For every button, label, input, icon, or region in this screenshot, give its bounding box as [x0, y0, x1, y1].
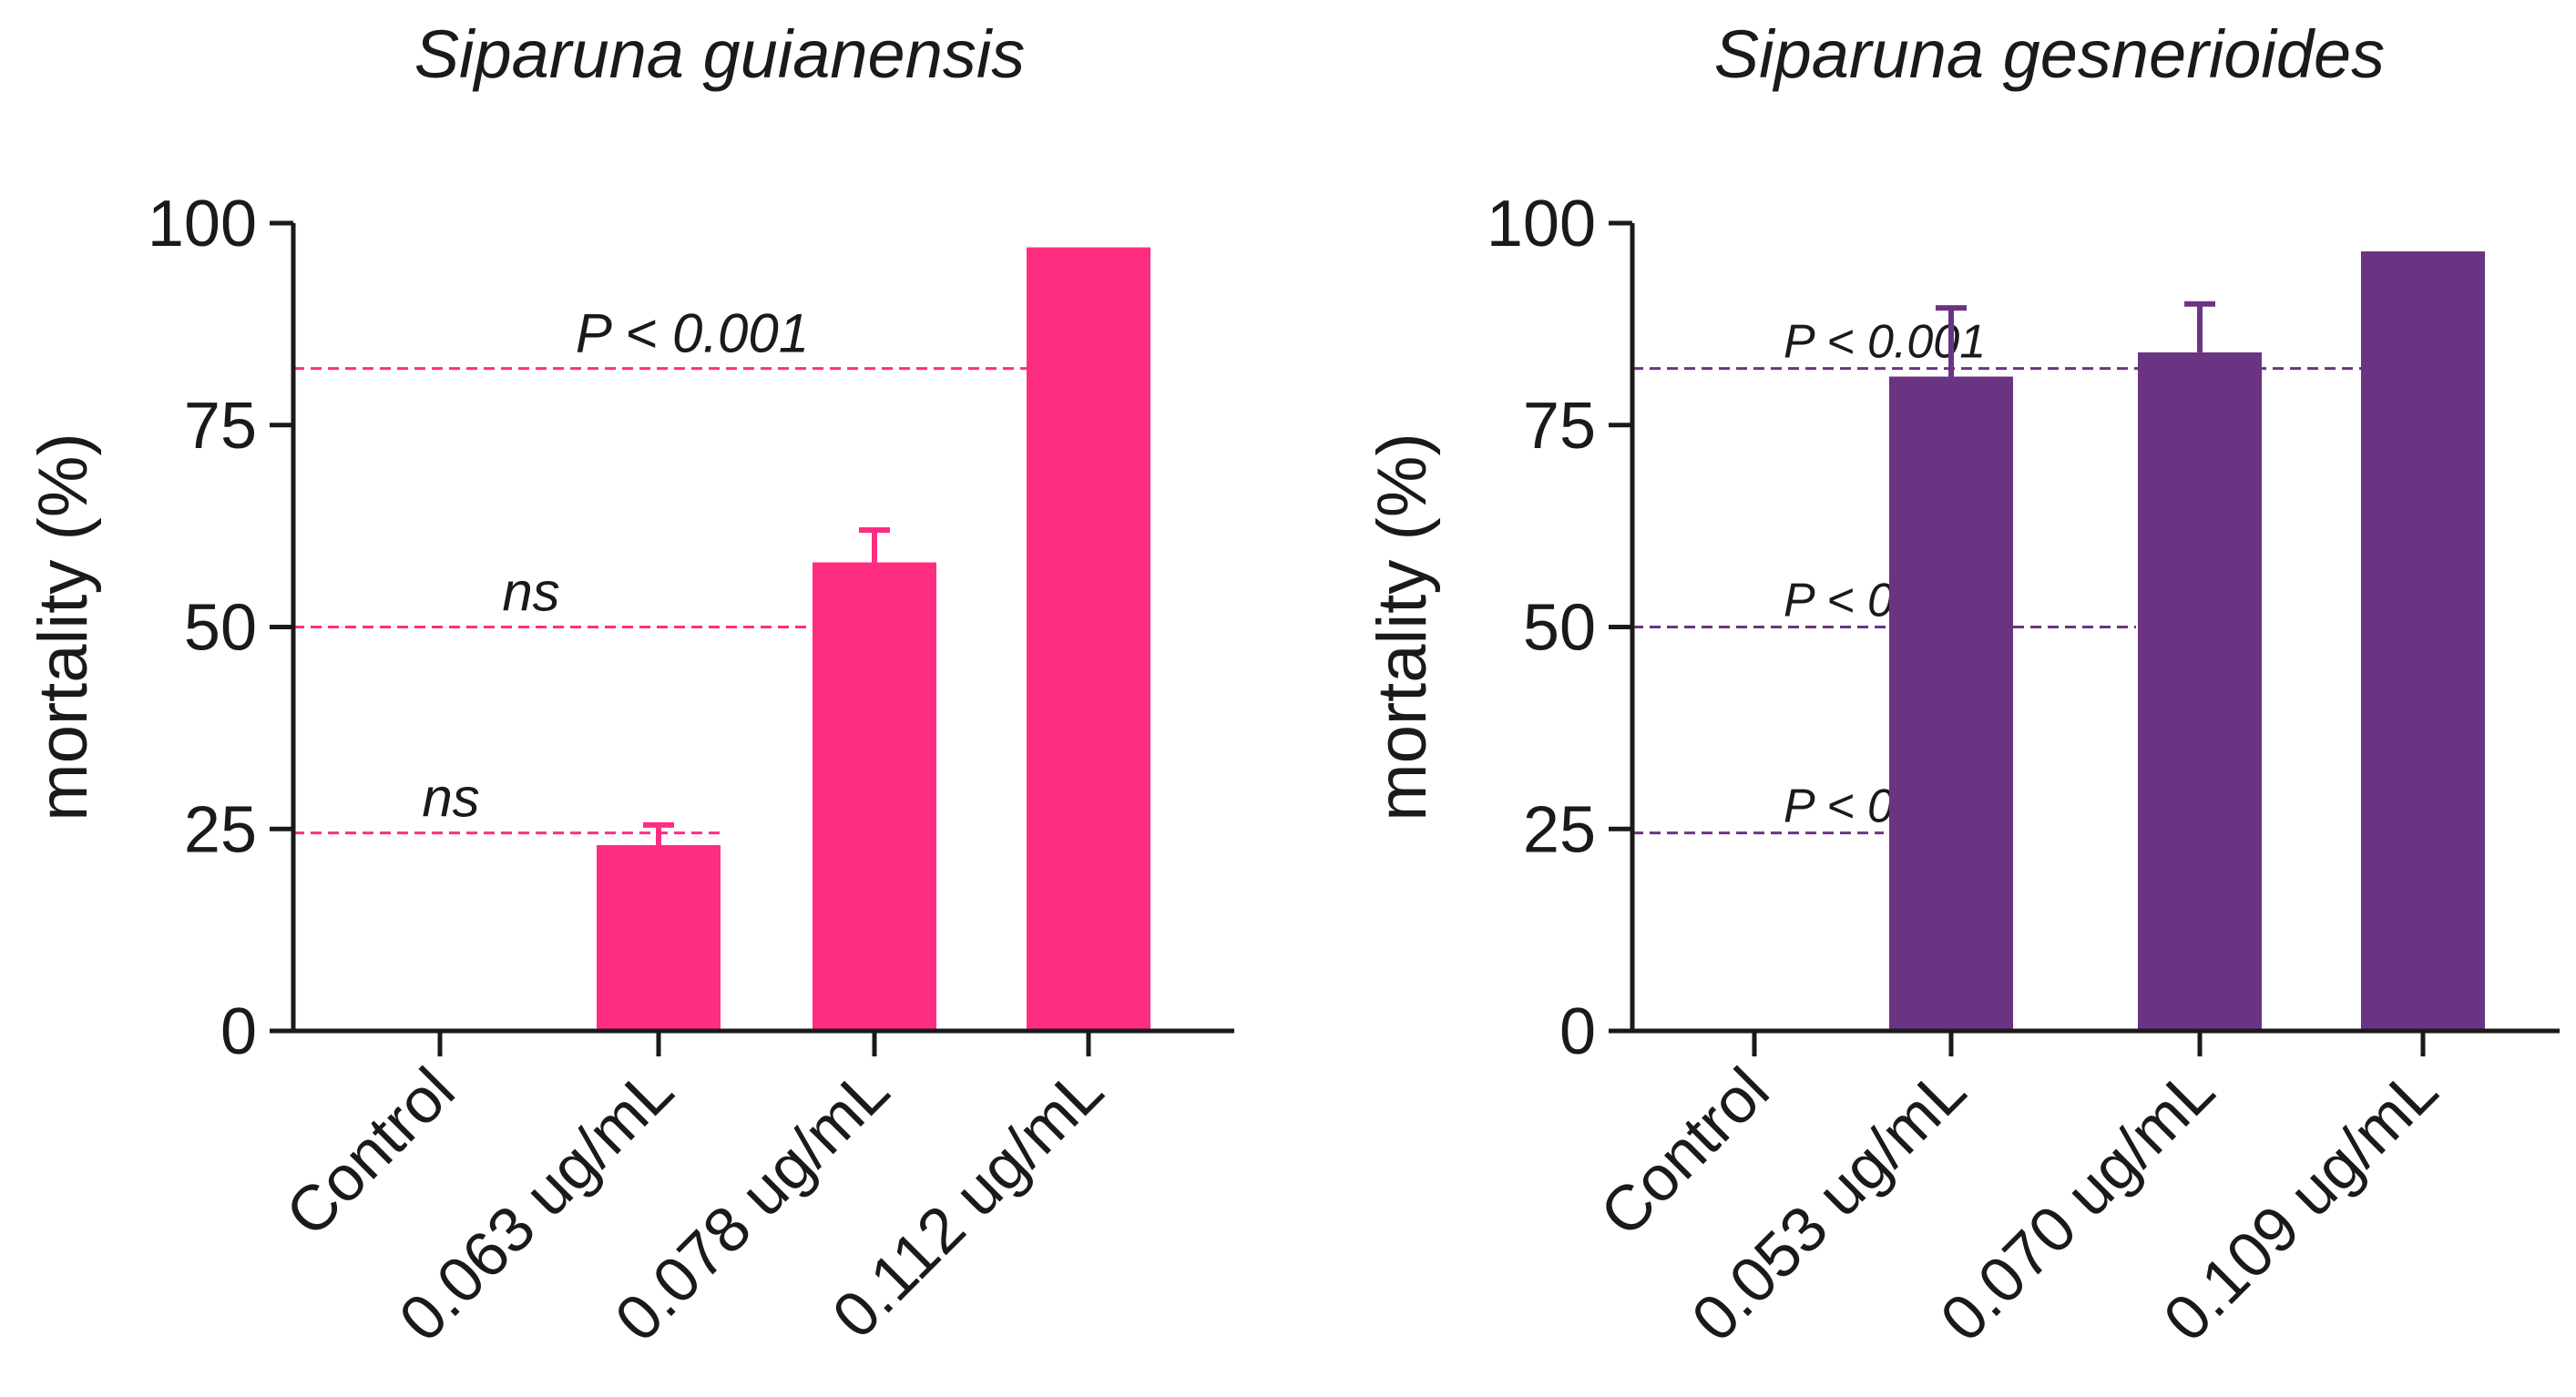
y-axis-label: mortality (%) [1364, 433, 1441, 821]
bar [2138, 352, 2262, 1031]
bar [2361, 251, 2485, 1031]
y-tick-label: 0 [220, 995, 257, 1068]
bar [597, 844, 721, 1031]
significance-label: P < 0.001 [576, 303, 809, 364]
y-tick-label: 75 [184, 390, 257, 463]
y-tick-label: 0 [1559, 995, 1596, 1068]
significance-label: ns [502, 562, 559, 623]
x-category-label: Control [272, 1054, 468, 1249]
chart-title: Siparuna gesnerioides [1714, 16, 2385, 92]
chart-panel-right: Siparuna gesnerioides mortality (%) P < 0.… [1364, 16, 2560, 1355]
y-tick-label: 50 [1523, 592, 1596, 665]
bar [813, 562, 936, 1031]
significance-label: P < 0.001 [1784, 316, 1986, 369]
y-tick-label: 75 [1523, 390, 1596, 463]
y-tick-label: 25 [184, 793, 257, 866]
chart-title: Siparuna guianensis [414, 16, 1026, 92]
x-category-label: Control [1587, 1054, 1783, 1249]
y-tick-label: 25 [1523, 793, 1596, 866]
bar [1889, 376, 2013, 1031]
y-tick-label: 100 [1487, 188, 1596, 260]
y-tick-label: 100 [148, 188, 257, 260]
chart-panel-left: Siparuna guianensis mortality (%) P < 0.00… [25, 16, 1234, 1355]
significance-label: ns [422, 768, 479, 829]
y-axis-label: mortality (%) [25, 433, 102, 821]
bar [1027, 247, 1150, 1031]
y-tick-label: 50 [184, 592, 257, 665]
